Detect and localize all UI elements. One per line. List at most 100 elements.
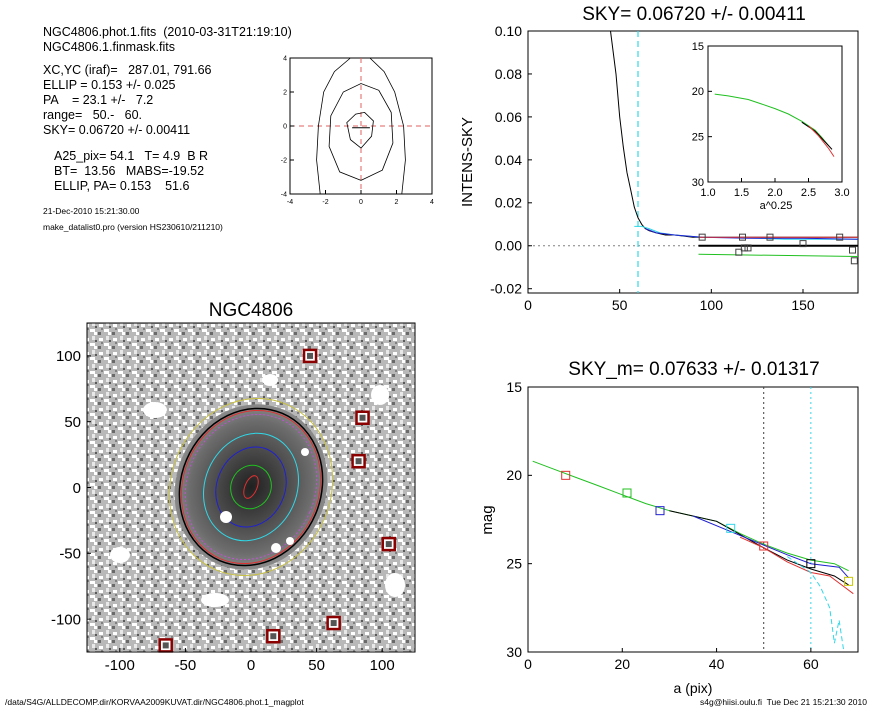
inset-x-tick-label: 2.5: [801, 187, 816, 199]
sky-y-tick-label: 0.10: [495, 23, 522, 39]
masked-stars: [220, 448, 309, 553]
inset-series-black: [801, 121, 833, 150]
ellipse-magenta: [184, 413, 318, 561]
image-y-tick-label: -100: [51, 611, 81, 628]
contour-line: [346, 111, 374, 149]
pa-line: PA = 23.1 +/- 7.2: [43, 93, 154, 107]
sky-point-square: [740, 244, 748, 252]
inset-y-tick-label: 20: [692, 86, 704, 98]
mag-point-square: [726, 523, 736, 533]
bt-line: BT= 13.56 MABS=-19.52: [54, 164, 205, 178]
blob: [143, 402, 167, 418]
sky-point-square: [735, 248, 743, 256]
inset-frame: [707, 45, 843, 183]
mag-series-cyan: [787, 556, 845, 653]
sky-x-tick-label: 0: [524, 297, 532, 313]
contour-y-tick-label: 2: [283, 89, 287, 96]
masked-source-core: [330, 620, 337, 627]
mag-y-tick-label: 25: [506, 556, 522, 572]
inset-y-tick-label: 15: [692, 41, 704, 53]
sky-plot-title: SKY= 0.06720 +/- 0.00411: [582, 4, 806, 25]
galaxy-ellipses: [168, 397, 334, 577]
mag-y-tick-label: 15: [506, 379, 522, 395]
image-panel: NGC4806 -100 -50 0 50: [51, 300, 416, 674]
sky-x-tick-label: 100: [700, 297, 724, 313]
ellipse-green: [230, 464, 272, 510]
ellipse-cyan: [203, 432, 299, 542]
ellipse-black: [178, 407, 324, 567]
inset-x-tick-label: 3.0: [834, 187, 849, 199]
inset-x-tick-label: 1.0: [700, 187, 715, 199]
mag-point-square: [561, 470, 571, 480]
sky-point-square: [799, 240, 807, 248]
image-y-tick-label: 100: [56, 348, 81, 365]
blob: [201, 593, 229, 607]
mag-y-tick-label: 20: [506, 467, 522, 483]
inset-y-tick-label: 25: [692, 132, 704, 144]
masked-source-core: [355, 458, 362, 465]
mag-plot: SKY_m= 0.07633 +/- 0.01317 mag a (pix) 0…: [479, 359, 859, 696]
sky-y-tick-label: 0.02: [495, 195, 522, 211]
contour-y-tick-label: -2: [281, 157, 287, 164]
masked-source-core: [385, 541, 392, 548]
image-title: NGC4806: [209, 300, 294, 321]
contour-x-tick-label: 2: [395, 199, 399, 206]
mag-point-square: [806, 559, 816, 569]
contour-x-tick-label: -2: [322, 199, 328, 206]
sky-inset: 1.0 1.5 2.0 2.5 3.0 15 20 25 30 a^0.25: [692, 41, 850, 212]
mag-point-square: [622, 488, 632, 498]
inset-series-red: [808, 125, 835, 157]
image-x-tick-label: 0: [247, 657, 255, 674]
blob: [262, 374, 278, 386]
contour-x-tick-label: 4: [430, 199, 434, 206]
sky-y-tick-label: 0.04: [495, 152, 522, 168]
masked-source-core: [307, 352, 314, 359]
sky-point-square: [739, 233, 746, 241]
blob: [371, 385, 389, 405]
mag-x-tick-label: 40: [709, 656, 725, 672]
contour-y-tick-label: 0: [283, 123, 287, 130]
ellipse-core: [243, 475, 259, 499]
inset-x-tick-label: 1.5: [734, 187, 749, 199]
mag-x-tick-label: 20: [614, 656, 630, 672]
mag-plot-title: SKY_m= 0.07633 +/- 0.01317: [568, 359, 819, 380]
sky-point-square: [849, 246, 856, 254]
sky-y-tick-label: 0.06: [495, 109, 522, 125]
sky-y-tick-label: 0.08: [495, 66, 522, 82]
footer-user: s4g@hiisi.oulu.fi Tue Dec 21 15:21:30 20…: [700, 697, 867, 707]
sky-point-square: [744, 244, 752, 252]
footer-path: /data/S4G/ALLDECOMP.dir/KORVAA2009KUVAT.…: [5, 697, 304, 707]
inset-x-tick-label: 2.0: [767, 187, 782, 199]
mag-x-tick-label: 0: [524, 656, 532, 672]
mag-y-tick-label: 30: [506, 644, 522, 660]
sky-x-tick-label: 50: [612, 297, 628, 313]
image-y-tick-label: 50: [64, 414, 81, 431]
mag-x-tick-label: 60: [803, 656, 819, 672]
mask-file-line: NGC4806.1.finmask.fits: [43, 40, 175, 54]
outer-ellipse-yellow: [168, 397, 334, 577]
image-x-tick-label: 50: [308, 657, 325, 674]
ellipse-blue: [215, 446, 287, 528]
date-line: 21-Dec-2010 15:21:30.00: [43, 206, 140, 216]
masked-star: [220, 511, 232, 523]
contour-y-tick-label: -4: [281, 191, 287, 198]
program-line: make_datalist0.pro (version HS230610/211…: [43, 222, 223, 232]
masked-star: [271, 543, 281, 553]
ellip-pa-line: ELLIP, PA= 0.153 51.6: [54, 179, 190, 193]
image-x-tick-label: -100: [105, 657, 135, 674]
sky-y-tick-label: -0.02: [490, 281, 522, 297]
contour-line: [369, 57, 406, 195]
image-x-tick-label: -50: [175, 657, 197, 674]
sky-y-tick-label: 0.00: [495, 238, 522, 254]
contour-y-tick-label: 4: [283, 55, 287, 62]
ellipse-red: [180, 409, 322, 565]
masked-source-core: [270, 633, 277, 640]
sky-x-tick-label: 150: [791, 297, 815, 313]
mag-point-square: [759, 541, 769, 551]
range-line: range= 50.- 60.: [43, 108, 143, 122]
sky-line: SKY= 0.06720 +/- 0.00411: [43, 123, 191, 137]
mag-point-square: [655, 506, 665, 516]
mag-plot-xlabel: a (pix): [674, 680, 713, 696]
a25-line: A25_pix= 54.1 T= 4.9 B R: [54, 149, 209, 163]
